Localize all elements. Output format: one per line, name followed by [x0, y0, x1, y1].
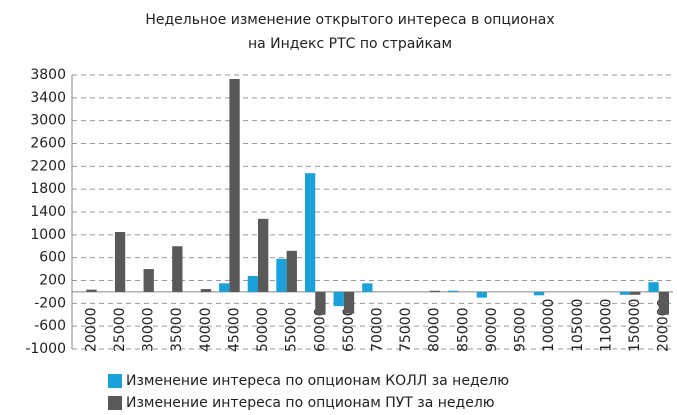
- y-tick-label: 1400: [30, 204, 66, 220]
- y-tick-label: 200: [39, 273, 66, 289]
- legend-label: Изменение интереса по опционам КОЛЛ за н…: [126, 373, 509, 389]
- bar: [533, 291, 545, 296]
- x-tick-label: 25000: [112, 307, 128, 352]
- x-tick-label: 100000: [541, 299, 557, 352]
- y-tick-label: -1000: [25, 341, 66, 357]
- bar: [143, 269, 154, 292]
- bar: [247, 275, 259, 292]
- x-tick-label: 50000: [255, 307, 271, 352]
- x-tick-label: 105000: [570, 299, 586, 352]
- x-tick-label: 150000: [627, 299, 643, 352]
- x-tick-label: 75000: [398, 307, 414, 352]
- x-tick-label: 45000: [226, 307, 242, 352]
- bar: [658, 291, 669, 315]
- x-tick-label: 55000: [284, 307, 300, 352]
- y-tick-label: 2600: [30, 136, 66, 152]
- bar: [476, 291, 487, 298]
- y-tick-label: 3400: [30, 90, 66, 106]
- chart-title: Недельное изменение открытого интереса в…: [145, 12, 554, 28]
- bar: [86, 289, 97, 292]
- bar: [286, 250, 297, 292]
- bar: [276, 258, 287, 292]
- bar: [448, 290, 459, 292]
- x-tick-label: 110000: [598, 299, 614, 352]
- x-tick-label: 40000: [198, 307, 214, 352]
- y-tick-label: -600: [34, 318, 66, 334]
- bar: [630, 291, 641, 295]
- y-tick-label: 3800: [30, 67, 66, 83]
- bar: [229, 78, 240, 292]
- bar: [304, 173, 316, 292]
- y-tick-label: 2200: [30, 158, 66, 174]
- x-tick-label: 20000: [83, 307, 99, 352]
- bar: [219, 283, 230, 292]
- legend-swatch: [108, 374, 122, 388]
- bar: [315, 291, 326, 315]
- y-tick-label: 600: [39, 250, 66, 266]
- legend-swatch: [108, 396, 122, 410]
- x-tick-label: 35000: [169, 307, 185, 352]
- y-tick-label: -200: [34, 295, 66, 311]
- y-tick-label: 3000: [30, 113, 66, 129]
- x-tick-label: 95000: [513, 307, 529, 352]
- bar: [343, 291, 355, 314]
- bar: [429, 290, 441, 292]
- x-tick-label: 80000: [427, 307, 443, 352]
- y-tick-label: 1000: [30, 227, 66, 243]
- bar: [362, 283, 373, 292]
- chart-title: на Индекс РТС по страйкам: [248, 36, 452, 52]
- x-tick-label: 65000: [341, 307, 357, 352]
- bar: [258, 218, 269, 292]
- bar: [619, 291, 631, 295]
- bar: [333, 291, 344, 307]
- bar: [200, 289, 212, 292]
- bar: [172, 246, 183, 292]
- x-tick-label: 30000: [141, 307, 157, 352]
- x-tick-label: 85000: [455, 307, 471, 352]
- bar: [114, 231, 126, 292]
- bar: [648, 282, 659, 292]
- legend-label: Изменение интереса по опционам ПУТ за не…: [126, 395, 495, 411]
- x-tick-label: 90000: [484, 307, 500, 352]
- x-tick-label: 60000: [312, 307, 328, 352]
- y-tick-label: 1800: [30, 181, 66, 197]
- x-tick-label: 70000: [370, 307, 386, 352]
